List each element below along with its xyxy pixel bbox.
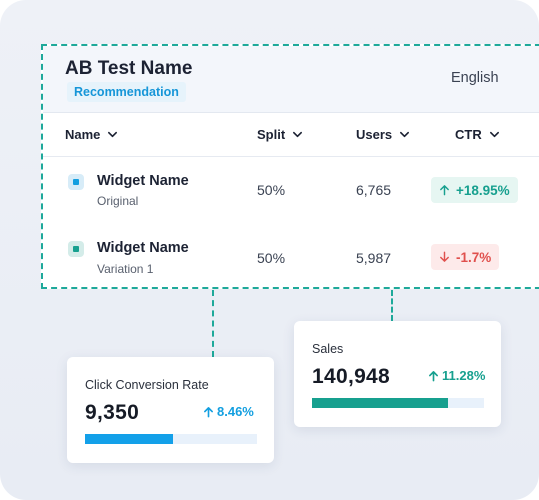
widget-type-icon — [68, 174, 84, 190]
chevron-down-icon — [293, 131, 303, 138]
column-header-users[interactable]: Users — [356, 127, 410, 142]
split-value: 50% — [257, 182, 286, 198]
language-selector[interactable]: English — [451, 70, 499, 86]
connector-line — [391, 290, 393, 321]
metric-change-value: 11.28% — [442, 368, 486, 383]
ctr-badge-up: +18.95% — [431, 177, 518, 203]
chevron-down-icon — [108, 131, 118, 138]
connector-line — [212, 290, 214, 357]
widget-type-icon — [68, 241, 84, 257]
ctr-value: -1.7% — [456, 249, 492, 265]
chevron-down-icon — [400, 131, 410, 138]
metric-change-value: 8.46% — [217, 404, 254, 419]
progress-track — [85, 434, 257, 444]
arrow-down-icon — [440, 251, 449, 262]
progress-track — [312, 398, 484, 408]
metric-card-sales: Sales 140,948 11.28% — [294, 321, 501, 427]
metric-card-conversion: Click Conversion Rate 9,350 8.46% — [67, 357, 274, 463]
column-header-ctr[interactable]: CTR — [455, 127, 500, 142]
progress-fill — [85, 434, 173, 444]
ab-test-card: AB Test Name Recommendation English Name… — [41, 44, 539, 289]
metric-change: 11.28% — [428, 368, 485, 383]
arrow-up-icon — [429, 370, 438, 381]
arrow-up-icon — [204, 406, 213, 417]
chevron-down-icon — [489, 131, 499, 138]
metric-value: 9,350 — [85, 401, 140, 424]
widget-name[interactable]: Widget Name — [97, 173, 189, 189]
progress-fill — [312, 398, 448, 408]
ab-test-header: AB Test Name Recommendation English — [43, 46, 539, 113]
arrow-up-icon — [440, 185, 449, 196]
metric-value: 140,948 — [312, 365, 391, 388]
metric-label: Click Conversion Rate — [85, 378, 209, 392]
users-value: 5,987 — [356, 250, 392, 266]
category-tag[interactable]: Recommendation — [67, 82, 186, 102]
split-value: 50% — [257, 250, 286, 266]
widget-variant: Original — [97, 194, 139, 208]
ctr-badge-down: -1.7% — [431, 244, 500, 270]
ab-test-title: AB Test Name — [65, 58, 193, 79]
widget-name[interactable]: Widget Name — [97, 240, 189, 256]
metric-label: Sales — [312, 342, 344, 356]
users-value: 6,765 — [356, 182, 392, 198]
column-header-name[interactable]: Name — [65, 127, 118, 142]
column-header-label: Split — [257, 127, 286, 142]
ctr-value: +18.95% — [456, 182, 510, 198]
column-header-label: CTR — [455, 127, 482, 142]
metric-change: 8.46% — [203, 404, 254, 419]
column-header-split[interactable]: Split — [257, 127, 303, 142]
column-header-label: Name — [65, 127, 101, 142]
widget-variant: Variation 1 — [97, 262, 154, 276]
header-divider — [43, 156, 539, 157]
column-header-label: Users — [356, 127, 393, 142]
